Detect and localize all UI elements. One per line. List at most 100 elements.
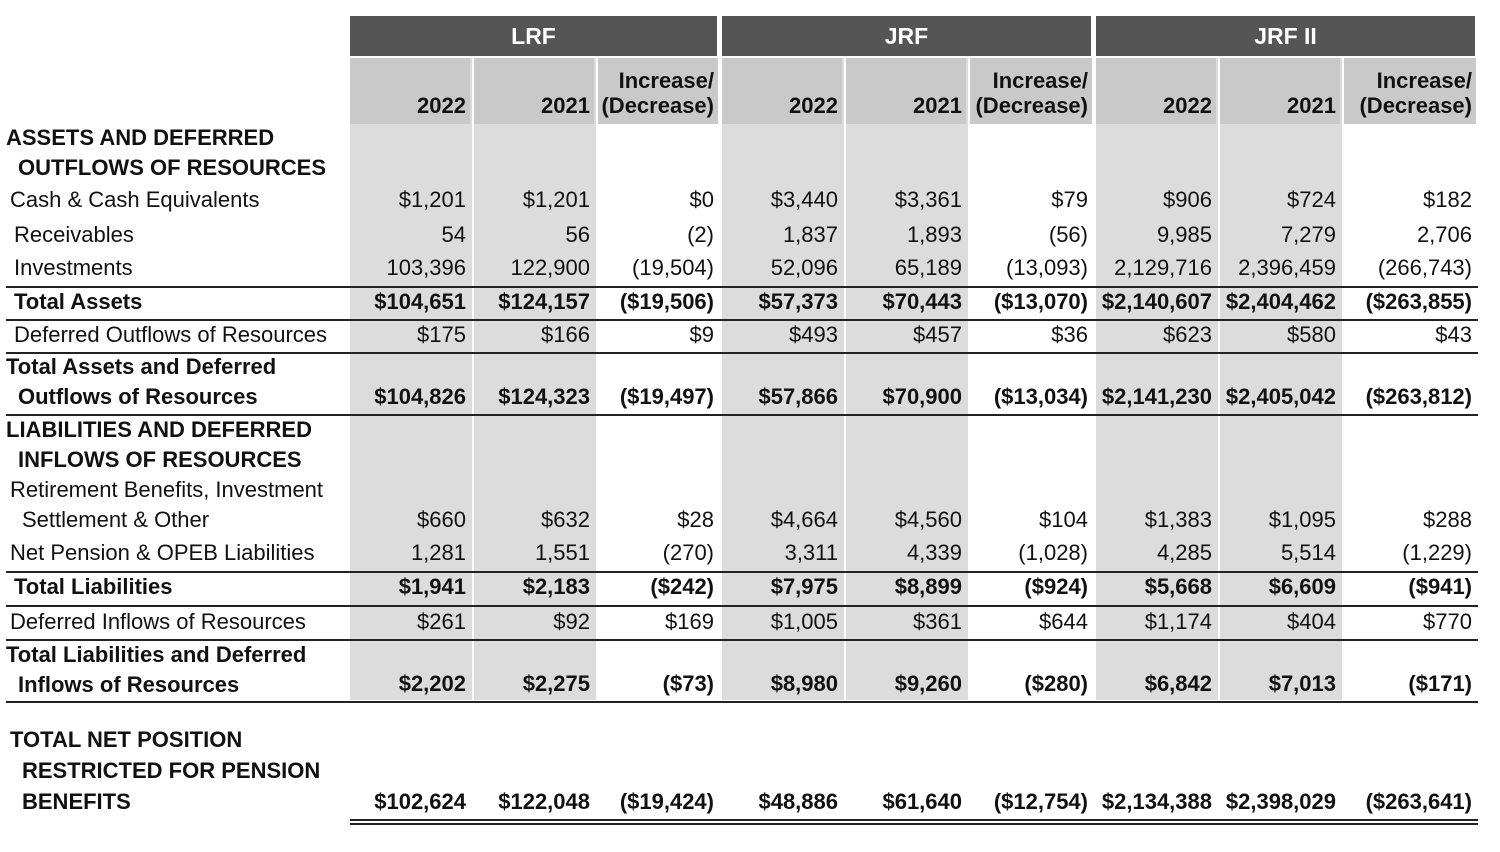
table-cell-value: $1,201 (522, 187, 590, 212)
table-cell-value: 1,893 (906, 222, 962, 247)
table-cell-value: ($242) (650, 574, 714, 599)
table-cell-value: 4,339 (906, 540, 962, 565)
table-cell-value: ($171) (1408, 671, 1472, 696)
table-cell-value: 9,985 (1156, 222, 1212, 247)
table-cell-value: $169 (665, 609, 714, 634)
table-cell-value: ($12,754) (993, 789, 1088, 814)
table-cell-value: (13,093) (1006, 255, 1088, 280)
column-header-cell (970, 58, 1092, 124)
column-header-cell (350, 58, 470, 124)
group-header-jrf: JRF (722, 16, 1091, 56)
row-bottom-rule (6, 701, 1478, 703)
table-cell-value: $1,095 (1268, 507, 1336, 532)
table-cell-value: $6,609 (1268, 574, 1336, 599)
table-cell-value: $2,275 (522, 671, 590, 696)
row-label: Deferred Inflows of Resources (10, 609, 306, 634)
table-cell-value: $1,005 (770, 609, 838, 634)
column-header-label: Increase/ (618, 68, 714, 93)
row-bottom-rule (6, 352, 1478, 354)
table-cell-value: $122,048 (498, 789, 590, 814)
table-cell-value: $632 (541, 507, 590, 532)
row-label: LIABILITIES AND DEFERRED (6, 417, 312, 442)
table-cell-value: 2,706 (1416, 222, 1472, 247)
row-label: Receivables (14, 222, 134, 247)
table-cell-value: $0 (689, 187, 714, 212)
table-cell-value: $48,886 (758, 789, 838, 814)
column-header-label: 2022 (789, 93, 838, 118)
shaded-column-band (846, 58, 968, 700)
table-cell-value: $2,183 (522, 574, 590, 599)
table-cell-value: 65,189 (894, 255, 962, 280)
table-cell-value: $770 (1423, 609, 1472, 634)
table-cell-value: $2,405,042 (1225, 384, 1336, 409)
table-cell-value: $70,900 (882, 384, 962, 409)
table-cell-value: $6,842 (1144, 671, 1212, 696)
table-cell-value: $660 (417, 507, 466, 532)
table-cell-value: $1,383 (1144, 507, 1212, 532)
double-underline-rule (350, 823, 1478, 825)
table-cell-value: (19,504) (632, 255, 714, 280)
table-cell-value: $261 (417, 609, 466, 634)
table-cell-value: 54 (441, 222, 466, 247)
row-label: Total Liabilities (14, 574, 173, 599)
table-cell-value: $104 (1039, 507, 1088, 532)
table-cell-value: 7,279 (1280, 222, 1336, 247)
table-cell-value: ($19,506) (619, 289, 714, 314)
table-cell-value: $3,440 (770, 187, 838, 212)
column-header-cell (1096, 58, 1216, 124)
row-label: Deferred Outflows of Resources (14, 322, 328, 347)
table-cell-value: $8,899 (894, 574, 962, 599)
table-cell-value: $104,651 (374, 289, 466, 314)
table-cell-value: $7,975 (770, 574, 838, 599)
table-cell-value: $4,560 (894, 507, 962, 532)
table-cell-value: (270) (662, 540, 714, 565)
table-cell-value: (56) (1048, 222, 1088, 247)
table-cell-value: $361 (913, 609, 962, 634)
table-cell-value: $104,826 (374, 384, 466, 409)
row-label: BENEFITS (22, 789, 131, 814)
table-cell-value: ($263,812) (1365, 384, 1472, 409)
table-cell-value: $724 (1287, 187, 1336, 212)
column-header-label: (Decrease) (601, 93, 714, 118)
table-cell-value: $2,404,462 (1225, 289, 1336, 314)
table-cell-value: $61,640 (882, 789, 962, 814)
table-cell-value: ($19,424) (619, 789, 714, 814)
row-label: Inflows of Resources (18, 672, 240, 697)
table-cell-value: $166 (541, 322, 590, 347)
table-cell-value: $623 (1163, 322, 1212, 347)
column-header-cell (722, 58, 842, 124)
table-cell-value: $28 (677, 507, 714, 532)
table-cell-value: ($73) (662, 671, 714, 696)
table-cell-value: $124,323 (498, 384, 590, 409)
table-cell-value: $175 (417, 322, 466, 347)
group-header-jrf-ii: JRF II (1096, 16, 1475, 56)
table-cell-value: $70,443 (882, 289, 962, 314)
row-label: Cash & Cash Equivalents (10, 187, 260, 212)
column-header-cell (598, 58, 718, 124)
row-label: Total Liabilities and Deferred (6, 642, 307, 667)
table-cell-value: (2) (687, 222, 714, 247)
table-cell-value: ($941) (1408, 574, 1472, 599)
column-header-cell (1220, 58, 1340, 124)
table-cell-value: 5,514 (1280, 540, 1336, 565)
table-cell-value: $9 (689, 322, 714, 347)
table-cell-value: $457 (913, 322, 962, 347)
row-label: Investments (14, 255, 133, 280)
row-label: Net Pension & OPEB Liabilities (10, 540, 315, 565)
table-cell-value: 2,396,459 (1238, 255, 1336, 280)
table-cell-value: $182 (1423, 187, 1472, 212)
column-header-cell (1344, 58, 1476, 124)
table-cell-value: (266,743) (1377, 255, 1472, 280)
shaded-column-band (350, 58, 472, 700)
group-header-lrf: LRF (350, 16, 717, 56)
table-cell-value: $8,980 (770, 671, 838, 696)
table-cell-value: ($263,641) (1365, 789, 1472, 814)
table-cell-value: ($263,855) (1365, 289, 1472, 314)
row-label: Settlement & Other (22, 507, 210, 532)
column-header-label: (Decrease) (975, 93, 1088, 118)
row-top-rule (6, 571, 1478, 573)
table-cell-value: $906 (1163, 187, 1212, 212)
table-cell-value: $2,398,029 (1225, 789, 1336, 814)
shaded-column-band (1096, 58, 1218, 700)
table-cell-value: $404 (1287, 609, 1336, 634)
